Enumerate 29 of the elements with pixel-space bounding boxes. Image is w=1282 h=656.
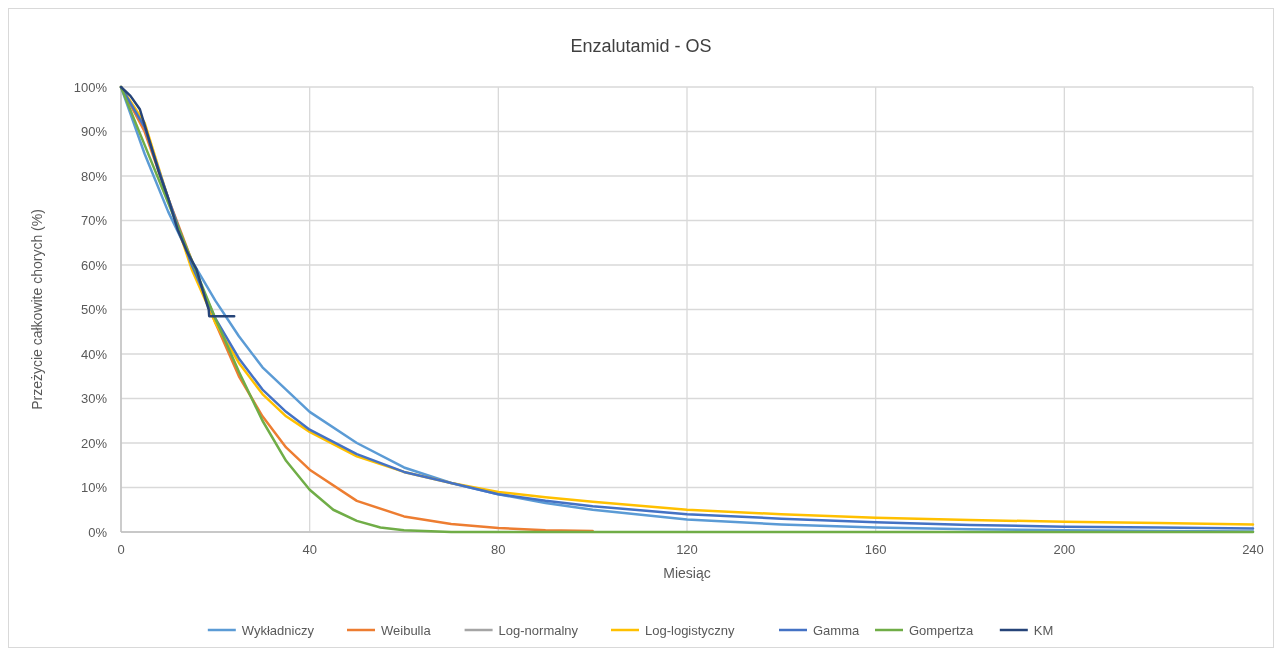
y-tick-label: 70% — [80, 213, 108, 229]
x-tick-label: 40 — [302, 542, 317, 557]
y-tick-label: 20% — [80, 435, 108, 451]
x-tick-label: 0 — [117, 542, 125, 557]
legend-label: KM — [1033, 622, 1054, 638]
x-tick-label: 160 — [864, 542, 887, 557]
y-tick-label: 100% — [73, 79, 108, 95]
x-tick-label: 120 — [676, 542, 698, 557]
y-tick-label: 90% — [80, 124, 108, 140]
legend-label: Wykładniczy — [241, 622, 315, 638]
x-axis-title: Miesiąc — [663, 565, 711, 581]
y-tick-label: 0% — [88, 524, 108, 540]
legend-label: Gamma — [813, 622, 860, 638]
legend-label: Weibulla — [381, 622, 432, 638]
y-tick-label: 80% — [80, 168, 108, 184]
x-tick-label: 80 — [491, 542, 506, 557]
legend-label: Log-normalny — [498, 622, 579, 638]
y-tick-label: 10% — [80, 480, 108, 496]
y-axis-title: Przeżycie całkowite chorych (%) — [29, 209, 45, 410]
legend-label: Gompertza — [909, 622, 975, 638]
x-tick-label: 240 — [1242, 542, 1264, 557]
y-tick-label: 50% — [80, 302, 108, 318]
y-tick-label: 60% — [80, 257, 108, 273]
line-series — [119, 85, 236, 318]
legend-label: Log-logistyczny — [645, 622, 736, 638]
y-tick-label: 30% — [80, 391, 108, 407]
chart-title: Enzalutamid - OS — [570, 36, 712, 56]
x-tick-label: 200 — [1053, 542, 1076, 557]
y-tick-label: 40% — [80, 346, 108, 362]
